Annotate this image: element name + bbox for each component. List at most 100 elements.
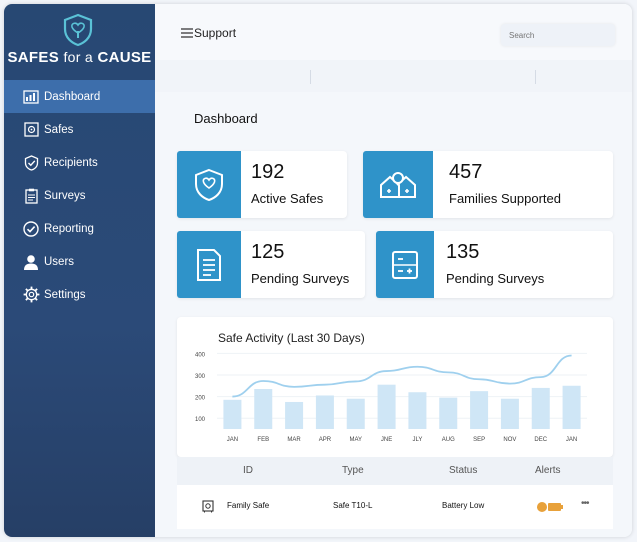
search-input[interactable] <box>501 24 615 46</box>
shield-icon <box>195 168 223 201</box>
trend-line <box>232 354 572 398</box>
sub-bar <box>155 60 632 92</box>
x-tick-label: JAN <box>566 437 577 443</box>
sidebar-item-label: Reporting <box>44 222 94 235</box>
chart-title: Safe Activity (Last 30 Days) <box>218 331 365 345</box>
safe-activity-chart: 100 200 300 400 JAN FEB MAR APR MAY JNE JLY AUG SEP N… <box>195 352 587 443</box>
bar <box>531 387 550 429</box>
clipboard-icon <box>22 187 40 205</box>
stat-label: Pending Surveys <box>446 271 545 286</box>
sidebar-item-label: Dashboard <box>44 90 101 103</box>
bar <box>439 397 458 429</box>
user-icon <box>22 253 40 271</box>
stat-value: 135 <box>446 241 480 263</box>
x-tick-label: DEC <box>534 437 547 443</box>
bar <box>377 384 396 429</box>
stat-value: 457 <box>449 161 483 183</box>
stat-label: Pending Surveys <box>251 271 350 286</box>
sidebar-item-label: Settings <box>44 288 86 301</box>
bar <box>408 392 427 429</box>
row-status: Battery Low <box>442 501 485 510</box>
column-header-id[interactable]: ID <box>243 465 253 476</box>
brand-shield-icon <box>63 13 93 47</box>
page-label: Support <box>194 26 237 40</box>
safe-activity-chart-card: Safe Activity (Last 30 Days) 100 200 300 40… <box>177 317 613 457</box>
stat-label: Active Safes <box>251 191 324 206</box>
main-content: Support Dashboard 192 Active Safes <box>155 4 632 537</box>
bar <box>315 395 334 429</box>
brand-name-left: SAFES <box>7 49 60 66</box>
safe-icon <box>22 121 40 139</box>
column-header-alerts[interactable]: Alerts <box>535 465 561 476</box>
stat-card-pending-surveys-2[interactable]: 135 Pending Surveys <box>376 231 613 298</box>
sidebar-item-label: Users <box>44 255 75 268</box>
bar <box>500 398 519 429</box>
dashboard-icon <box>22 88 40 106</box>
alert-battery-icon[interactable] <box>535 500 565 514</box>
stat-card-active-safes[interactable]: 192 Active Safes <box>177 151 347 218</box>
sidebar-item-safes[interactable]: Safes <box>4 113 155 146</box>
y-tick-label: 100 <box>195 417 206 423</box>
divider <box>535 70 536 84</box>
y-tick-label: 400 <box>195 352 206 358</box>
bar <box>346 398 365 429</box>
sidebar-item-surveys[interactable]: Surveys <box>4 179 155 212</box>
stat-value: 125 <box>251 241 285 263</box>
document-icon <box>197 248 221 281</box>
brand-name-mid: for a <box>63 49 93 65</box>
sidebar: SAFES for a CAUSE Dashboard Safes <box>4 4 155 537</box>
top-bar: Support <box>155 4 632 60</box>
sidebar-item-label: Surveys <box>44 189 86 202</box>
y-tick-label: 300 <box>195 374 206 380</box>
y-tick-label: 200 <box>195 396 206 402</box>
stat-tile <box>376 231 434 298</box>
sidebar-item-label: Recipients <box>44 156 98 169</box>
sidebar-item-settings[interactable]: Settings <box>4 278 155 311</box>
row-type: Safe T10-L <box>333 501 373 510</box>
bar <box>254 389 273 429</box>
table-row[interactable]: Family Safe Safe T10-L Battery Low ••• <box>177 485 613 529</box>
bar <box>470 391 489 429</box>
sidebar-item-label: Safes <box>44 123 74 136</box>
safe-icon <box>202 500 214 513</box>
column-header-type[interactable]: Type <box>342 465 364 476</box>
x-tick-label: AUG <box>442 437 455 443</box>
sidebar-item-reporting[interactable]: Reporting <box>4 212 155 245</box>
app-window: SAFES for a CAUSE Dashboard Safes <box>4 4 632 537</box>
page-title: Dashboard <box>194 111 258 126</box>
x-tick-label: MAR <box>287 437 301 443</box>
table-header: ID Type Status Alerts <box>177 457 613 485</box>
shield-check-icon <box>22 154 40 172</box>
sidebar-item-recipients[interactable]: Recipients <box>4 146 155 179</box>
stat-tile <box>363 151 433 218</box>
x-tick-label: SEP <box>473 437 485 443</box>
x-tick-label: JNE <box>381 437 392 443</box>
x-tick-label: NOV <box>503 437 516 443</box>
calculator-icon <box>392 250 418 279</box>
stat-card-pending-surveys[interactable]: 125 Pending Surveys <box>177 231 365 298</box>
stat-label: Families Supported <box>449 191 561 206</box>
more-options-icon[interactable]: ••• <box>581 498 589 509</box>
bar <box>223 399 242 429</box>
stat-tile <box>177 151 241 218</box>
column-header-status[interactable]: Status <box>449 465 478 476</box>
x-tick-label: JAN <box>227 437 238 443</box>
stat-tile <box>177 231 241 298</box>
check-circle-icon <box>22 220 40 238</box>
sidebar-item-users[interactable]: Users <box>4 245 155 278</box>
stat-card-families-supported[interactable]: 457 Families Supported <box>363 151 613 218</box>
bar <box>285 401 304 429</box>
bar <box>562 385 581 429</box>
x-tick-label: JLY <box>412 437 422 443</box>
brand-name-right: CAUSE <box>97 49 152 66</box>
brand-name: SAFES for a CAUSE <box>4 49 155 66</box>
family-icon <box>380 171 416 198</box>
x-tick-label: APR <box>319 437 332 443</box>
sidebar-item-dashboard[interactable]: Dashboard <box>4 80 155 113</box>
x-tick-label: FEB <box>257 437 269 443</box>
menu-icon[interactable] <box>181 28 193 38</box>
divider <box>310 70 311 84</box>
gear-icon <box>22 286 40 304</box>
x-tick-label: MAY <box>349 437 362 443</box>
row-name: Family Safe <box>227 501 270 510</box>
